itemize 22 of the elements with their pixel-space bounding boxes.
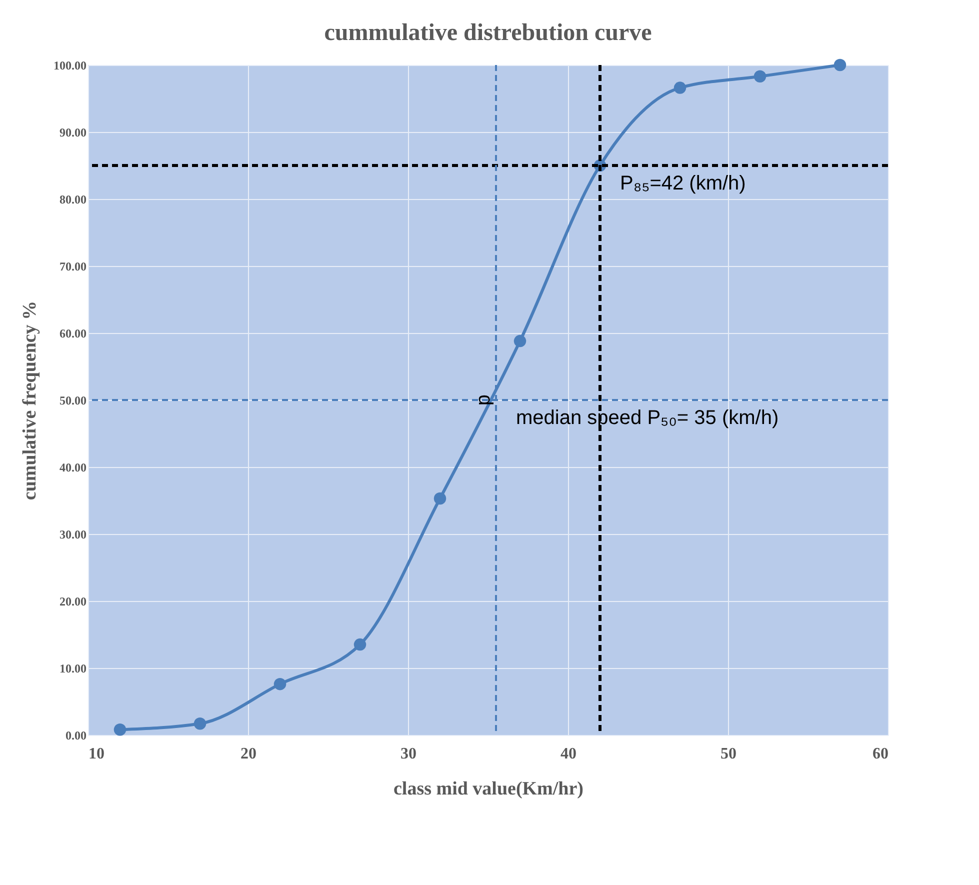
y-tick-label: 10.00 (60, 662, 86, 676)
annotation: d (474, 394, 496, 406)
x-tick-label: 60 (872, 746, 888, 762)
annotation: P₈₅=42 (km/h) (620, 172, 746, 194)
x-tick-label: 50 (720, 746, 736, 762)
x-tick-label: 20 (240, 746, 256, 762)
y-tick-label: 80.00 (60, 192, 86, 206)
x-tick-label: 40 (560, 746, 576, 762)
y-tick-label: 100.00 (54, 58, 86, 72)
y-tick-label: 40.00 (60, 460, 86, 474)
y-tick-label: 50.00 (60, 394, 86, 408)
y-tick-label: 20.00 (60, 594, 86, 608)
y-tick-label: 0.00 (66, 728, 86, 742)
y-tick-label: 90.00 (60, 126, 86, 140)
x-axis-title: class mid value(Km/hr) (394, 778, 584, 800)
chart-title: cummulative distrebution curve (324, 20, 652, 46)
y-tick-label: 60.00 (60, 326, 86, 340)
y-tick-label: 70.00 (60, 260, 86, 274)
x-tick-label: 30 (400, 746, 416, 762)
y-axis-title: cumulative frequency % (20, 300, 40, 500)
y-tick-label: 30.00 (60, 528, 86, 542)
x-tick-label: 10 (88, 746, 104, 762)
